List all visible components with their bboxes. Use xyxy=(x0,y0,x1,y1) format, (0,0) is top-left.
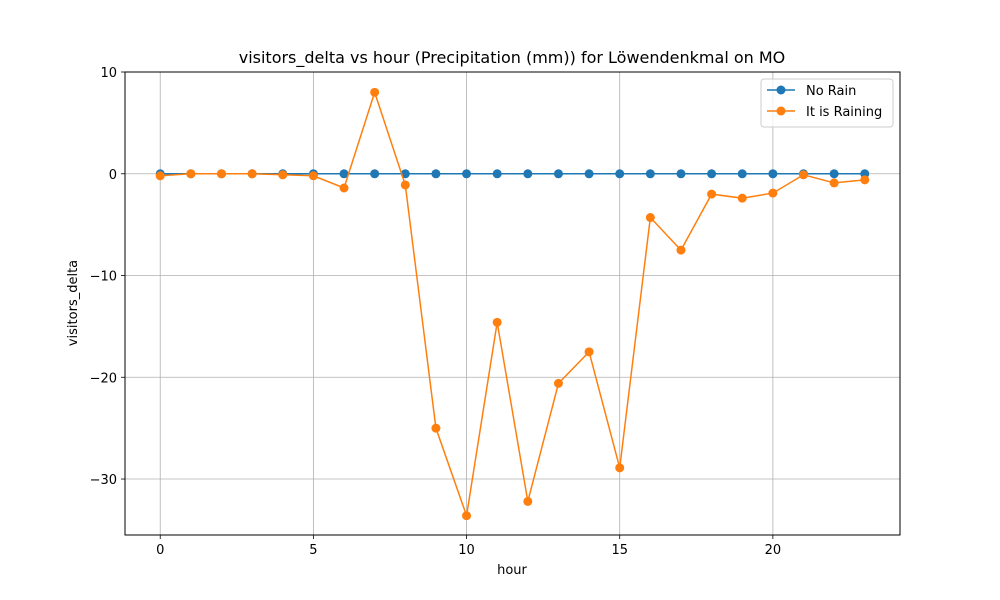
legend-frame xyxy=(760,78,894,128)
x-tick-label: 20 xyxy=(765,543,782,558)
y-tick-label: −10 xyxy=(90,270,117,285)
legend-marker-raining xyxy=(776,106,786,116)
data-point-it-is-raining xyxy=(584,347,594,357)
data-point-it-is-raining xyxy=(523,496,533,506)
data-point-it-is-raining xyxy=(431,423,441,433)
data-point-it-is-raining xyxy=(615,463,625,473)
data-point-it-is-raining xyxy=(370,87,380,97)
data-point-it-is-raining xyxy=(829,178,839,188)
data-point-no-rain xyxy=(737,169,747,179)
data-point-no-rain xyxy=(370,169,380,179)
data-point-it-is-raining xyxy=(400,180,410,190)
data-point-no-rain xyxy=(492,169,502,179)
series-line-it-is-raining xyxy=(160,89,865,516)
data-point-it-is-raining xyxy=(278,170,288,180)
x-tick-label: 15 xyxy=(611,543,628,558)
legend-marker-no-rain xyxy=(776,85,786,95)
data-point-it-is-raining xyxy=(860,175,870,185)
data-point-it-is-raining xyxy=(676,245,686,255)
y-tick-label: 0 xyxy=(109,168,117,183)
data-point-it-is-raining xyxy=(155,171,165,181)
legend: No Rain It is Raining xyxy=(760,78,894,128)
data-point-it-is-raining xyxy=(216,169,226,179)
data-point-it-is-raining xyxy=(553,378,563,388)
plot-frame xyxy=(124,71,901,536)
axis-ticks: 0 5 10 15 20 10 0 −10 −20 −30 xyxy=(90,66,782,558)
data-point-no-rain xyxy=(768,169,778,179)
data-point-no-rain xyxy=(707,169,717,179)
data-point-no-rain xyxy=(553,169,563,179)
y-tick-label: −30 xyxy=(90,473,117,488)
data-point-it-is-raining xyxy=(186,169,196,179)
data-point-it-is-raining xyxy=(737,193,747,203)
x-tick-label: 5 xyxy=(309,543,317,558)
data-point-it-is-raining xyxy=(462,511,472,521)
data-point-it-is-raining xyxy=(799,170,809,180)
data-point-it-is-raining xyxy=(247,169,257,179)
data-point-no-rain xyxy=(829,169,839,179)
data-point-it-is-raining xyxy=(339,183,349,193)
data-point-no-rain xyxy=(462,169,472,179)
data-point-it-is-raining xyxy=(492,317,502,327)
y-tick-label: 10 xyxy=(100,66,117,81)
chart-title: visitors_delta vs hour (Precipitation (m… xyxy=(239,48,786,68)
y-tick-label: −20 xyxy=(90,371,117,386)
series-lines xyxy=(155,87,870,521)
y-axis-label: visitors_delta xyxy=(66,260,81,346)
legend-label-raining: It is Raining xyxy=(806,105,882,120)
data-point-no-rain xyxy=(339,169,349,179)
data-point-no-rain xyxy=(431,169,441,179)
data-point-it-is-raining xyxy=(707,189,717,199)
data-point-it-is-raining xyxy=(645,213,655,223)
data-point-it-is-raining xyxy=(308,171,318,181)
data-point-no-rain xyxy=(645,169,655,179)
legend-label-no-rain: No Rain xyxy=(806,84,856,99)
data-point-no-rain xyxy=(615,169,625,179)
x-tick-label: 10 xyxy=(458,543,475,558)
x-axis-label: hour xyxy=(497,563,527,578)
data-point-no-rain xyxy=(523,169,533,179)
data-point-it-is-raining xyxy=(768,188,778,198)
x-tick-label: 0 xyxy=(156,543,164,558)
data-point-no-rain xyxy=(584,169,594,179)
data-point-no-rain xyxy=(676,169,686,179)
